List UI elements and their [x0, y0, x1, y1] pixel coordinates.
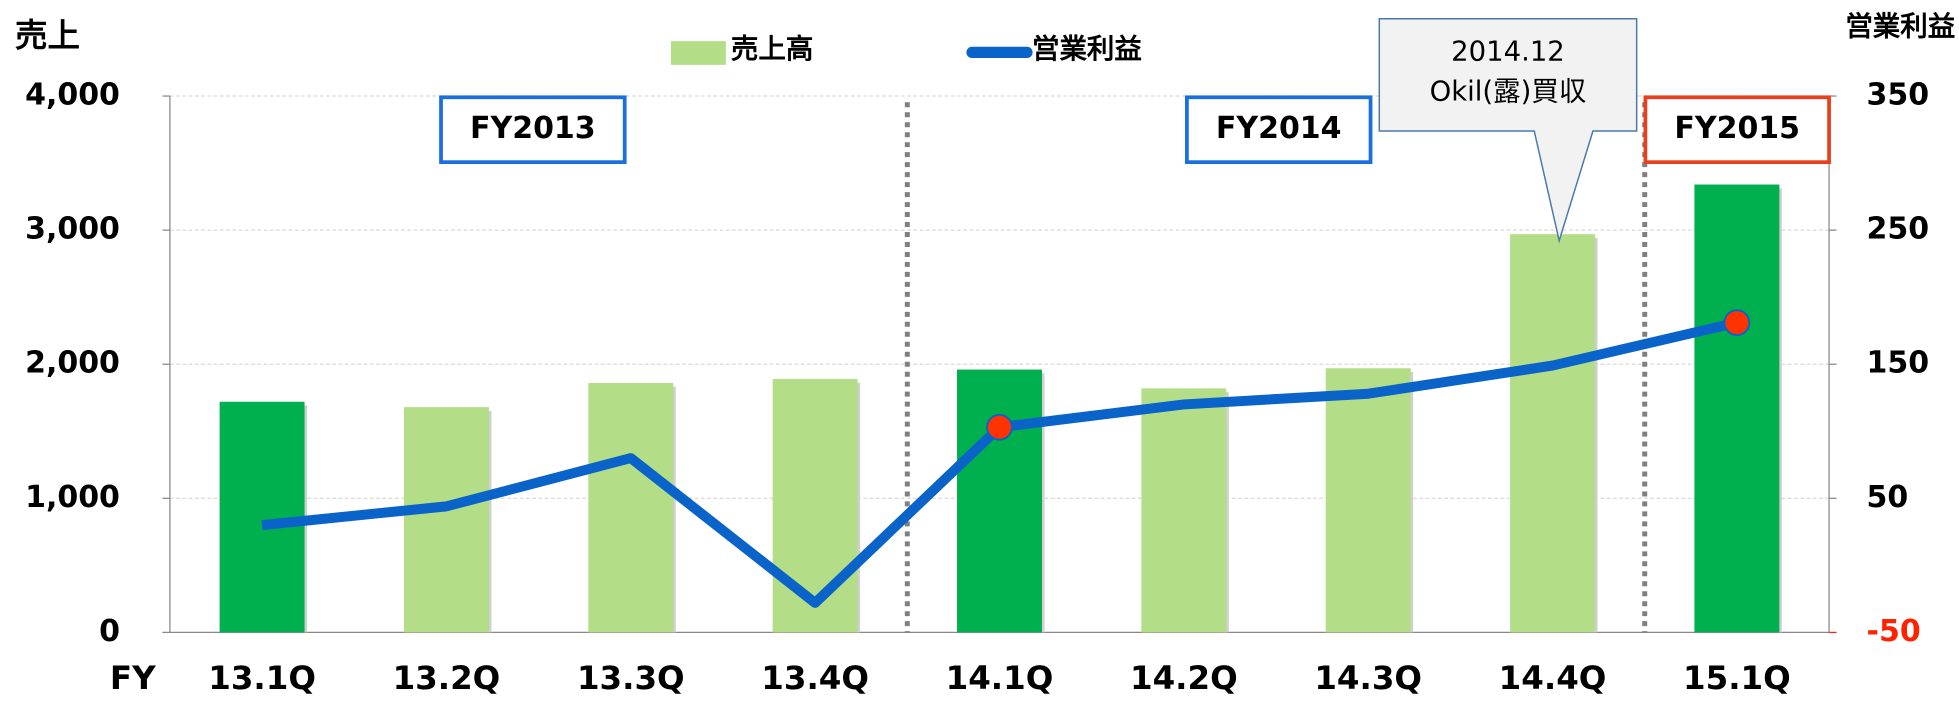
y-tick-label: 2,000	[25, 346, 120, 381]
y-tick-label: 3,000	[25, 212, 120, 247]
y-axis-title: 売上	[15, 16, 80, 54]
x-tick-label: 13.2Q	[393, 659, 501, 697]
legend-label: 営業利益	[1032, 33, 1142, 65]
y-tick-label: 0	[99, 614, 120, 649]
bar	[1510, 234, 1596, 633]
axes: 0 1,000 2,000 3,000 4,000 -50 50 150 250 350	[25, 78, 1929, 649]
x-tick-label: 14.2Q	[1130, 659, 1238, 697]
x-tick-label: 14.4Q	[1499, 659, 1607, 697]
bar	[1141, 388, 1227, 633]
x-tick-label: 15.1Q	[1683, 659, 1791, 697]
bar	[403, 407, 489, 633]
fy-text: FY2014	[1216, 111, 1342, 146]
callout-text: Okil(露)買収	[1430, 76, 1587, 107]
y2-axis-title: 営業利益	[1845, 10, 1955, 42]
fy-box	[1643, 95, 1831, 165]
bar	[219, 401, 305, 633]
x-tick-label: 13.1Q	[208, 659, 316, 697]
x-tick-label: 14.3Q	[1314, 659, 1422, 697]
callout-box	[1378, 17, 1638, 244]
y2-tick-label: 250	[1867, 212, 1930, 247]
marker	[986, 413, 1013, 441]
y2-tick-label: 150	[1867, 346, 1930, 381]
fy-label: FY2015	[1643, 95, 1831, 165]
x-axis-title: FY	[110, 659, 156, 697]
x-tick-label: 13.4Q	[761, 659, 869, 697]
bar	[1694, 184, 1780, 633]
fy-box	[1185, 95, 1373, 165]
y2-tick-label: -50	[1867, 614, 1921, 649]
y2-tick-label: 350	[1867, 78, 1930, 113]
x-tick-label: 14.1Q	[946, 659, 1054, 697]
x-tick-label: 13.3Q	[577, 659, 685, 697]
fy-text: FY2013	[470, 111, 596, 146]
legend-swatch	[670, 41, 726, 65]
bar	[1325, 368, 1411, 633]
legend-label: 売上高	[731, 33, 813, 65]
y-tick-label: 1,000	[25, 480, 120, 515]
y2-tick-label: 50	[1867, 480, 1909, 515]
fy-box	[439, 95, 627, 165]
fy-label: FY2013	[439, 95, 627, 165]
fy-text: FY2015	[1674, 111, 1800, 146]
y-tick-label: 4,000	[25, 78, 120, 113]
callout-text: 2014.12	[1451, 36, 1565, 67]
bar	[957, 369, 1042, 633]
bar	[588, 382, 674, 633]
legend: 売上高 営業利益	[670, 33, 1142, 65]
marker	[1723, 309, 1751, 337]
fy-label: FY2014	[1185, 95, 1373, 165]
bar	[772, 378, 858, 633]
callout: 2014.12 Okil(露)買収	[1378, 17, 1638, 244]
